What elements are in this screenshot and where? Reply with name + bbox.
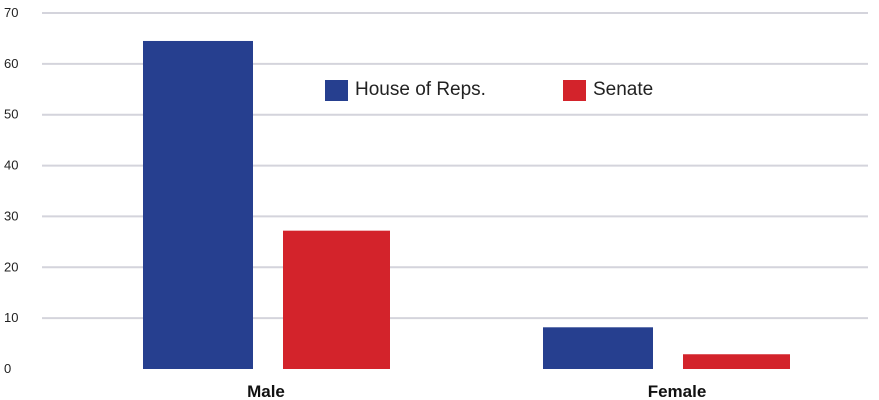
y-tick-label: 20 [4, 259, 18, 274]
y-tick-label: 30 [4, 208, 18, 223]
x-category-label: Female [648, 382, 707, 400]
y-tick-label: 60 [4, 56, 18, 71]
y-tick-label: 10 [4, 310, 18, 325]
y-tick-label: 50 [4, 107, 18, 122]
bar-male-senate [283, 230, 390, 369]
y-tick-label: 0 [4, 361, 11, 376]
bar-female-senate [683, 354, 790, 369]
legend-swatch [325, 80, 348, 101]
y-axis-ticks: 0 10 20 30 40 50 60 70 [4, 5, 18, 376]
bar-male-house-of-reps [143, 40, 253, 369]
bar-female-house-of-reps [543, 327, 653, 369]
x-axis-categories: Male Female [247, 382, 706, 400]
y-tick-label: 70 [4, 5, 18, 20]
legend-label: House of Reps. [355, 79, 486, 100]
y-tick-label: 40 [4, 158, 18, 173]
legend: House of Reps. Senate [325, 79, 653, 101]
legend-label: Senate [593, 79, 653, 100]
x-category-label: Male [247, 382, 285, 400]
bars [143, 40, 790, 369]
legend-swatch [563, 80, 586, 101]
